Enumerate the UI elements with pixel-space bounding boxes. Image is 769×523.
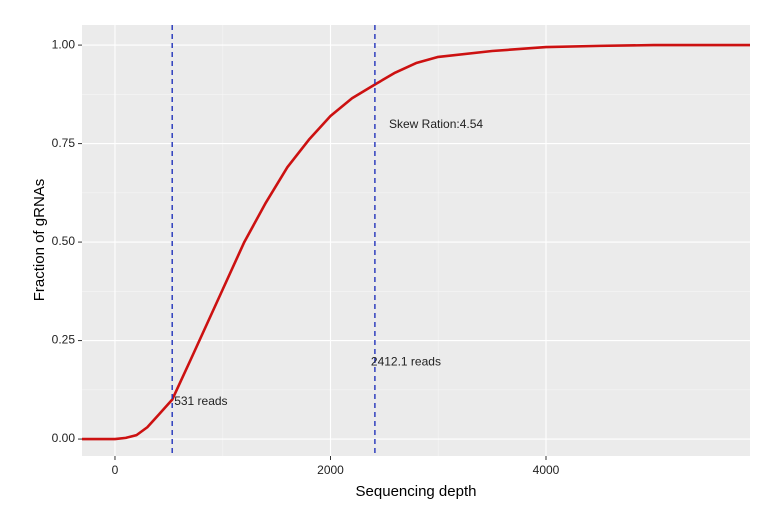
y-tick-label: 0.75: [52, 136, 76, 150]
line: [82, 43, 750, 441]
x-tick-label: 4000: [533, 463, 560, 477]
reference-label: 2412.1 reads: [371, 354, 441, 368]
y-tick-label: 0.00: [52, 431, 76, 445]
annotation: Skew Ration:4.54: [389, 117, 483, 131]
reference-label: 531 reads: [174, 394, 227, 408]
y-tick-label: 1.00: [52, 37, 76, 51]
x-tick-label: 0: [112, 463, 119, 477]
panel: [82, 25, 750, 456]
y-tick-label: 0.50: [52, 234, 76, 248]
x-tick-label: 2000: [317, 463, 344, 477]
y-tick-label: 0.25: [52, 333, 76, 347]
x-axis-title: Sequencing depth: [356, 483, 477, 500]
y-axis-title: Fraction of gRNAs: [31, 179, 48, 302]
